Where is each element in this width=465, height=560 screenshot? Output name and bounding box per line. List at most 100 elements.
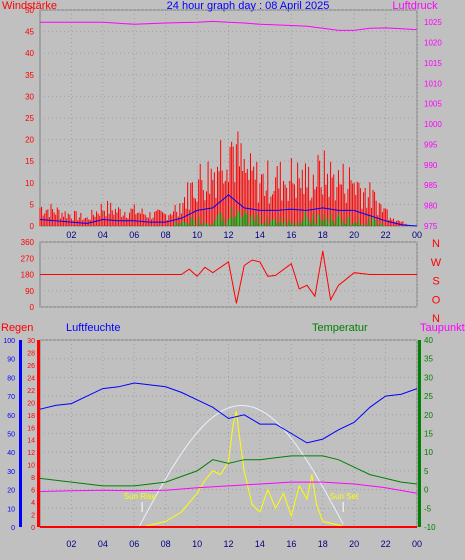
humidity-tick-label: 2: [31, 513, 35, 520]
humidity-tick-label: 30: [27, 338, 35, 345]
compass-label: O: [432, 294, 441, 306]
dewpoint-label: Taupunkt: [420, 322, 465, 334]
x-tick-label-top: 02: [66, 230, 76, 240]
wind-tick-label: 30: [25, 92, 34, 101]
humidity-tick-label: 0: [31, 525, 35, 532]
humidity-tick-label: 18: [27, 413, 35, 420]
x-tick-label-bottom: 06: [129, 539, 139, 549]
temperature-line: [39, 455, 418, 487]
direction-tick-label: 180: [21, 271, 35, 280]
sun-set-label: Sun Set: [330, 492, 359, 501]
pressure-tick-label: 1025: [424, 18, 442, 27]
humidity-tick-label: 20: [27, 400, 35, 407]
rain-tick-label: 20: [7, 488, 15, 495]
rain-tick-label: 0: [11, 525, 15, 532]
temperature-axis-bar: [418, 340, 421, 527]
compass-label: W: [431, 257, 442, 269]
humidity-tick-label: 4: [31, 500, 35, 507]
wind-average-line: [39, 194, 418, 227]
x-tick-label-bottom: 14: [255, 539, 265, 549]
x-tick-label-bottom: 16: [286, 539, 296, 549]
humidity-tick-label: 28: [27, 350, 35, 357]
pressure-tick-label: 1005: [424, 100, 442, 109]
pressure-tick-label: 1015: [424, 59, 442, 68]
x-tick-label-top: 10: [192, 230, 202, 240]
x-tick-label-bottom: 18: [318, 539, 328, 549]
temperature-tick-label: 20: [424, 411, 433, 420]
x-tick-label-bottom: 02: [66, 539, 76, 549]
pressure-tick-label: 980: [424, 202, 438, 211]
x-tick-label-top: 06: [129, 230, 139, 240]
temperature-tick-label: 5: [424, 467, 429, 476]
humidity-line: [39, 382, 418, 444]
x-tick-label-top: 22: [381, 230, 391, 240]
humidity-tick-label: 22: [27, 388, 35, 395]
humidity-tick-label: 24: [27, 375, 35, 382]
wind-tick-label: 0: [30, 222, 35, 231]
wind-speed-label: Windstärke: [2, 0, 57, 12]
solar-line: [141, 410, 347, 528]
temperature-tick-label: 40: [424, 336, 433, 345]
pressure-line: [40, 20, 418, 31]
wind-tick-label: 10: [25, 179, 34, 188]
pressure-tick-label: 1010: [424, 79, 442, 88]
wind-tick-label: 5: [30, 200, 35, 209]
x-tick-label-top: 20: [349, 230, 359, 240]
temperature-tick-label: 0: [424, 486, 429, 495]
x-tick-label-bottom: 08: [161, 539, 171, 549]
rain-label: Regen: [1, 322, 33, 334]
temperature-tick-label: 25: [424, 392, 433, 401]
wind-direction-line: [40, 250, 417, 304]
humidity-label: Luftfeuchte: [66, 322, 120, 334]
rain-tick-label: 10: [7, 506, 15, 513]
wind-tick-label: 20: [25, 136, 34, 145]
humidity-tick-label: 26: [27, 363, 35, 370]
dewpoint-line: [39, 481, 418, 494]
direction-tick-label: 270: [21, 254, 35, 263]
rain-tick-label: 40: [7, 450, 15, 457]
rain-tick-label: 70: [7, 394, 15, 401]
solar-clear-sky-line: [138, 405, 344, 528]
temperature-label: Temperatur: [312, 322, 368, 334]
compass-label: N: [432, 238, 440, 250]
wind-tick-label: 15: [25, 157, 34, 166]
sun-rise-label: Sun Rise: [124, 492, 157, 501]
wind-tick-label: 50: [25, 6, 34, 15]
pressure-tick-label: 995: [424, 140, 438, 149]
humidity-tick-label: 8: [31, 475, 35, 482]
chart-title: 24 hour graph day : 08 April 2025: [167, 0, 330, 12]
temperature-tick-label: -5: [424, 504, 432, 513]
humidity-tick-label: 10: [27, 463, 35, 470]
humidity-tick-label: 14: [27, 438, 35, 445]
x-tick-label-bottom: 00: [412, 539, 422, 549]
direction-tick-label: 0: [30, 303, 35, 312]
rain-tick-label: 60: [7, 413, 15, 420]
pressure-tick-label: 985: [424, 181, 438, 190]
direction-tick-label: 360: [21, 238, 35, 247]
x-tick-label-top: 04: [98, 230, 108, 240]
wind-tick-label: 40: [25, 49, 34, 58]
wind-tick-label: 25: [25, 114, 34, 123]
humidity-tick-label: 12: [27, 450, 35, 457]
rain-tick-label: 100: [3, 338, 15, 345]
rain-tick-label: 50: [7, 432, 15, 439]
temperature-tick-label: 10: [424, 448, 433, 457]
x-tick-label-top: 08: [161, 230, 171, 240]
x-tick-label-bottom: 22: [381, 539, 391, 549]
compass-label: S: [432, 276, 439, 288]
x-tick-label-top: 00: [412, 230, 422, 240]
temperature-tick-label: 30: [424, 373, 433, 382]
x-tick-label-bottom: 12: [223, 539, 233, 549]
rain-tick-label: 80: [7, 375, 15, 382]
x-tick-label-top: 16: [286, 230, 296, 240]
humidity-tick-label: 6: [31, 488, 35, 495]
pressure-tick-label: 1000: [424, 120, 442, 129]
x-tick-label-top: 12: [223, 230, 233, 240]
x-tick-label-top: 18: [318, 230, 328, 240]
humidity-tick-label: 16: [27, 425, 35, 432]
rain-tick-label: 30: [7, 469, 15, 476]
compass-label: N: [432, 313, 440, 325]
x-tick-label-bottom: 20: [349, 539, 359, 549]
